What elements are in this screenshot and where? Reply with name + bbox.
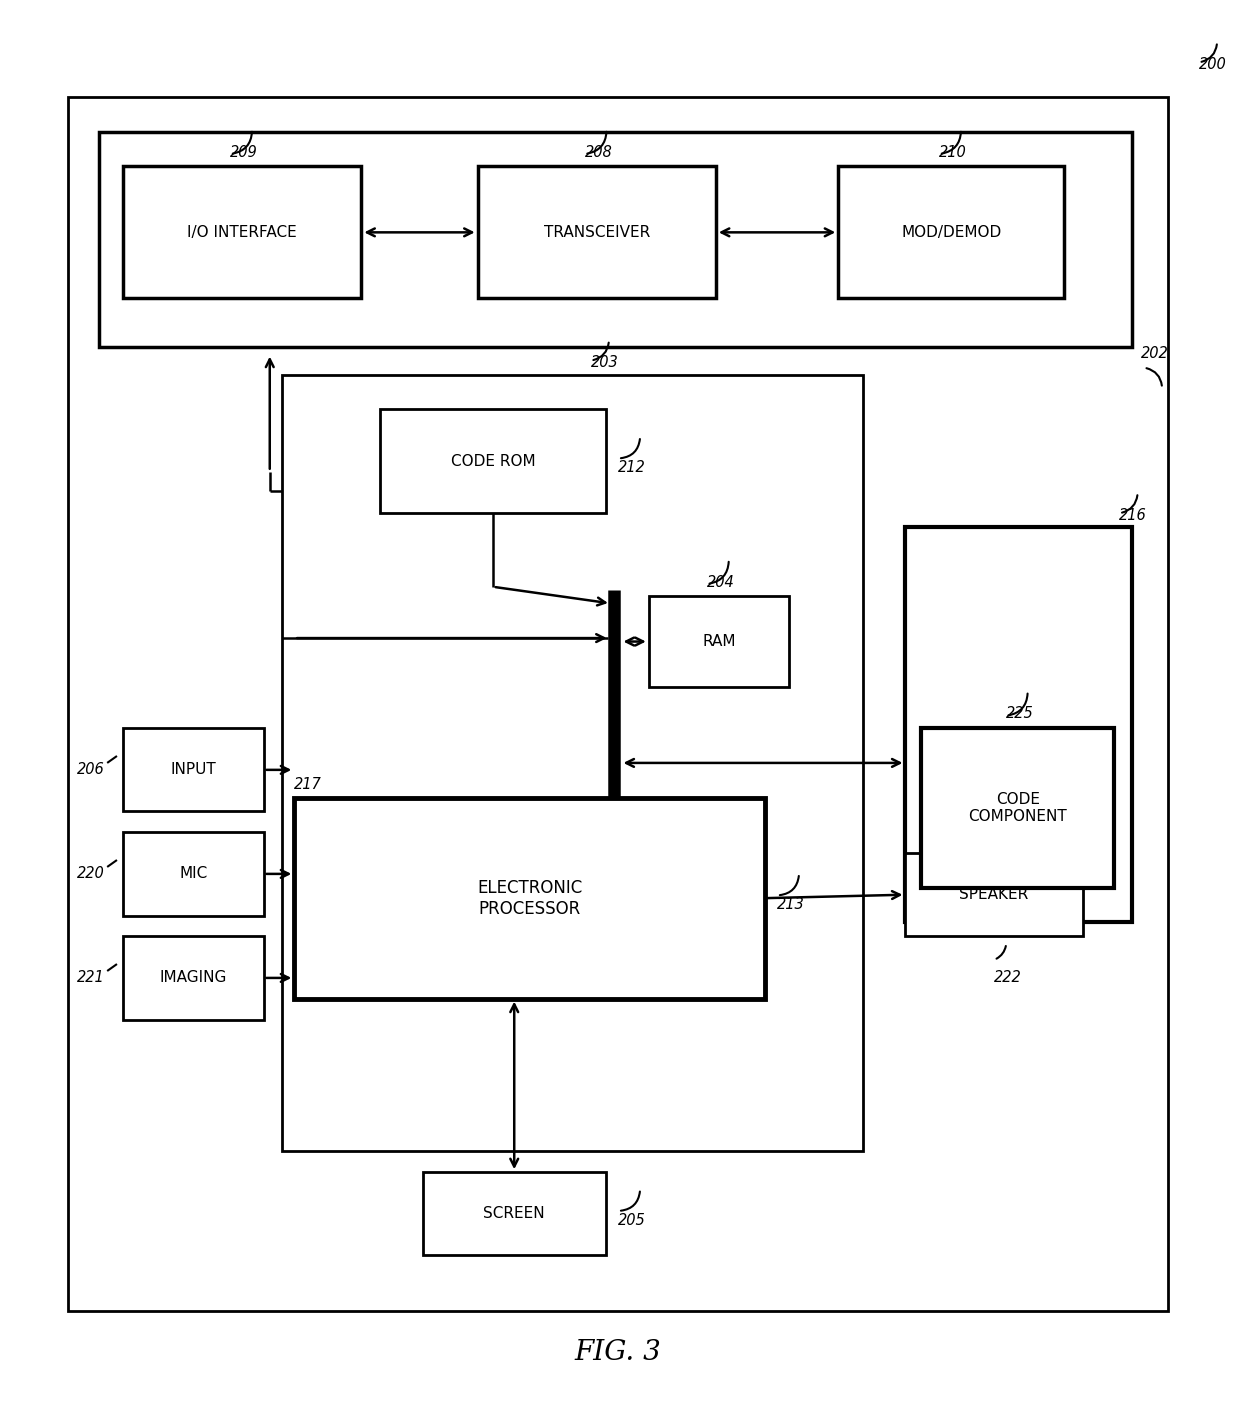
Text: 221: 221 <box>77 971 104 985</box>
Bar <box>838 167 1064 298</box>
Text: IMAGING: IMAGING <box>160 971 227 985</box>
Text: TRANSCEIVER: TRANSCEIVER <box>543 224 650 240</box>
Text: 225: 225 <box>1006 706 1033 722</box>
Text: FIG. 3: FIG. 3 <box>575 1339 661 1366</box>
Bar <box>379 409 606 513</box>
Bar <box>649 597 790 686</box>
Text: 213: 213 <box>777 897 805 912</box>
Text: CODE ROM: CODE ROM <box>450 454 536 469</box>
Bar <box>905 527 1132 922</box>
Text: 204: 204 <box>707 574 734 590</box>
Text: INPUT: INPUT <box>170 762 216 778</box>
Text: CODE
COMPONENT: CODE COMPONENT <box>968 792 1068 824</box>
Text: 217: 217 <box>294 776 322 792</box>
Bar <box>294 797 765 999</box>
Text: 212: 212 <box>618 460 646 475</box>
Text: 206: 206 <box>77 762 104 778</box>
Text: 216: 216 <box>1120 509 1147 523</box>
Text: 210: 210 <box>939 144 967 160</box>
Bar <box>123 167 361 298</box>
Bar <box>123 729 264 811</box>
Bar <box>68 97 1168 1311</box>
Bar <box>905 853 1083 936</box>
Bar <box>123 936 264 1020</box>
Text: SCREEN: SCREEN <box>484 1206 546 1222</box>
Text: 202: 202 <box>1141 346 1169 360</box>
Text: SPEAKER: SPEAKER <box>960 887 1029 902</box>
Text: 208: 208 <box>584 144 613 160</box>
Text: MOD/DEMOD: MOD/DEMOD <box>901 224 1002 240</box>
Text: ELECTRONIC
PROCESSOR: ELECTRONIC PROCESSOR <box>477 878 582 918</box>
Bar <box>281 374 863 1152</box>
Text: I/O INTERFACE: I/O INTERFACE <box>187 224 298 240</box>
Bar <box>423 1173 606 1255</box>
Text: 222: 222 <box>994 969 1022 985</box>
Text: 203: 203 <box>590 356 619 370</box>
Bar <box>921 729 1115 888</box>
Text: RAM: RAM <box>702 635 735 649</box>
Text: 200: 200 <box>1199 57 1226 71</box>
Bar <box>477 167 715 298</box>
Bar <box>123 832 264 915</box>
Text: MIC: MIC <box>180 866 207 881</box>
Text: 209: 209 <box>231 144 258 160</box>
Bar <box>99 132 1132 347</box>
Text: 205: 205 <box>618 1213 646 1227</box>
Text: 220: 220 <box>77 866 104 881</box>
